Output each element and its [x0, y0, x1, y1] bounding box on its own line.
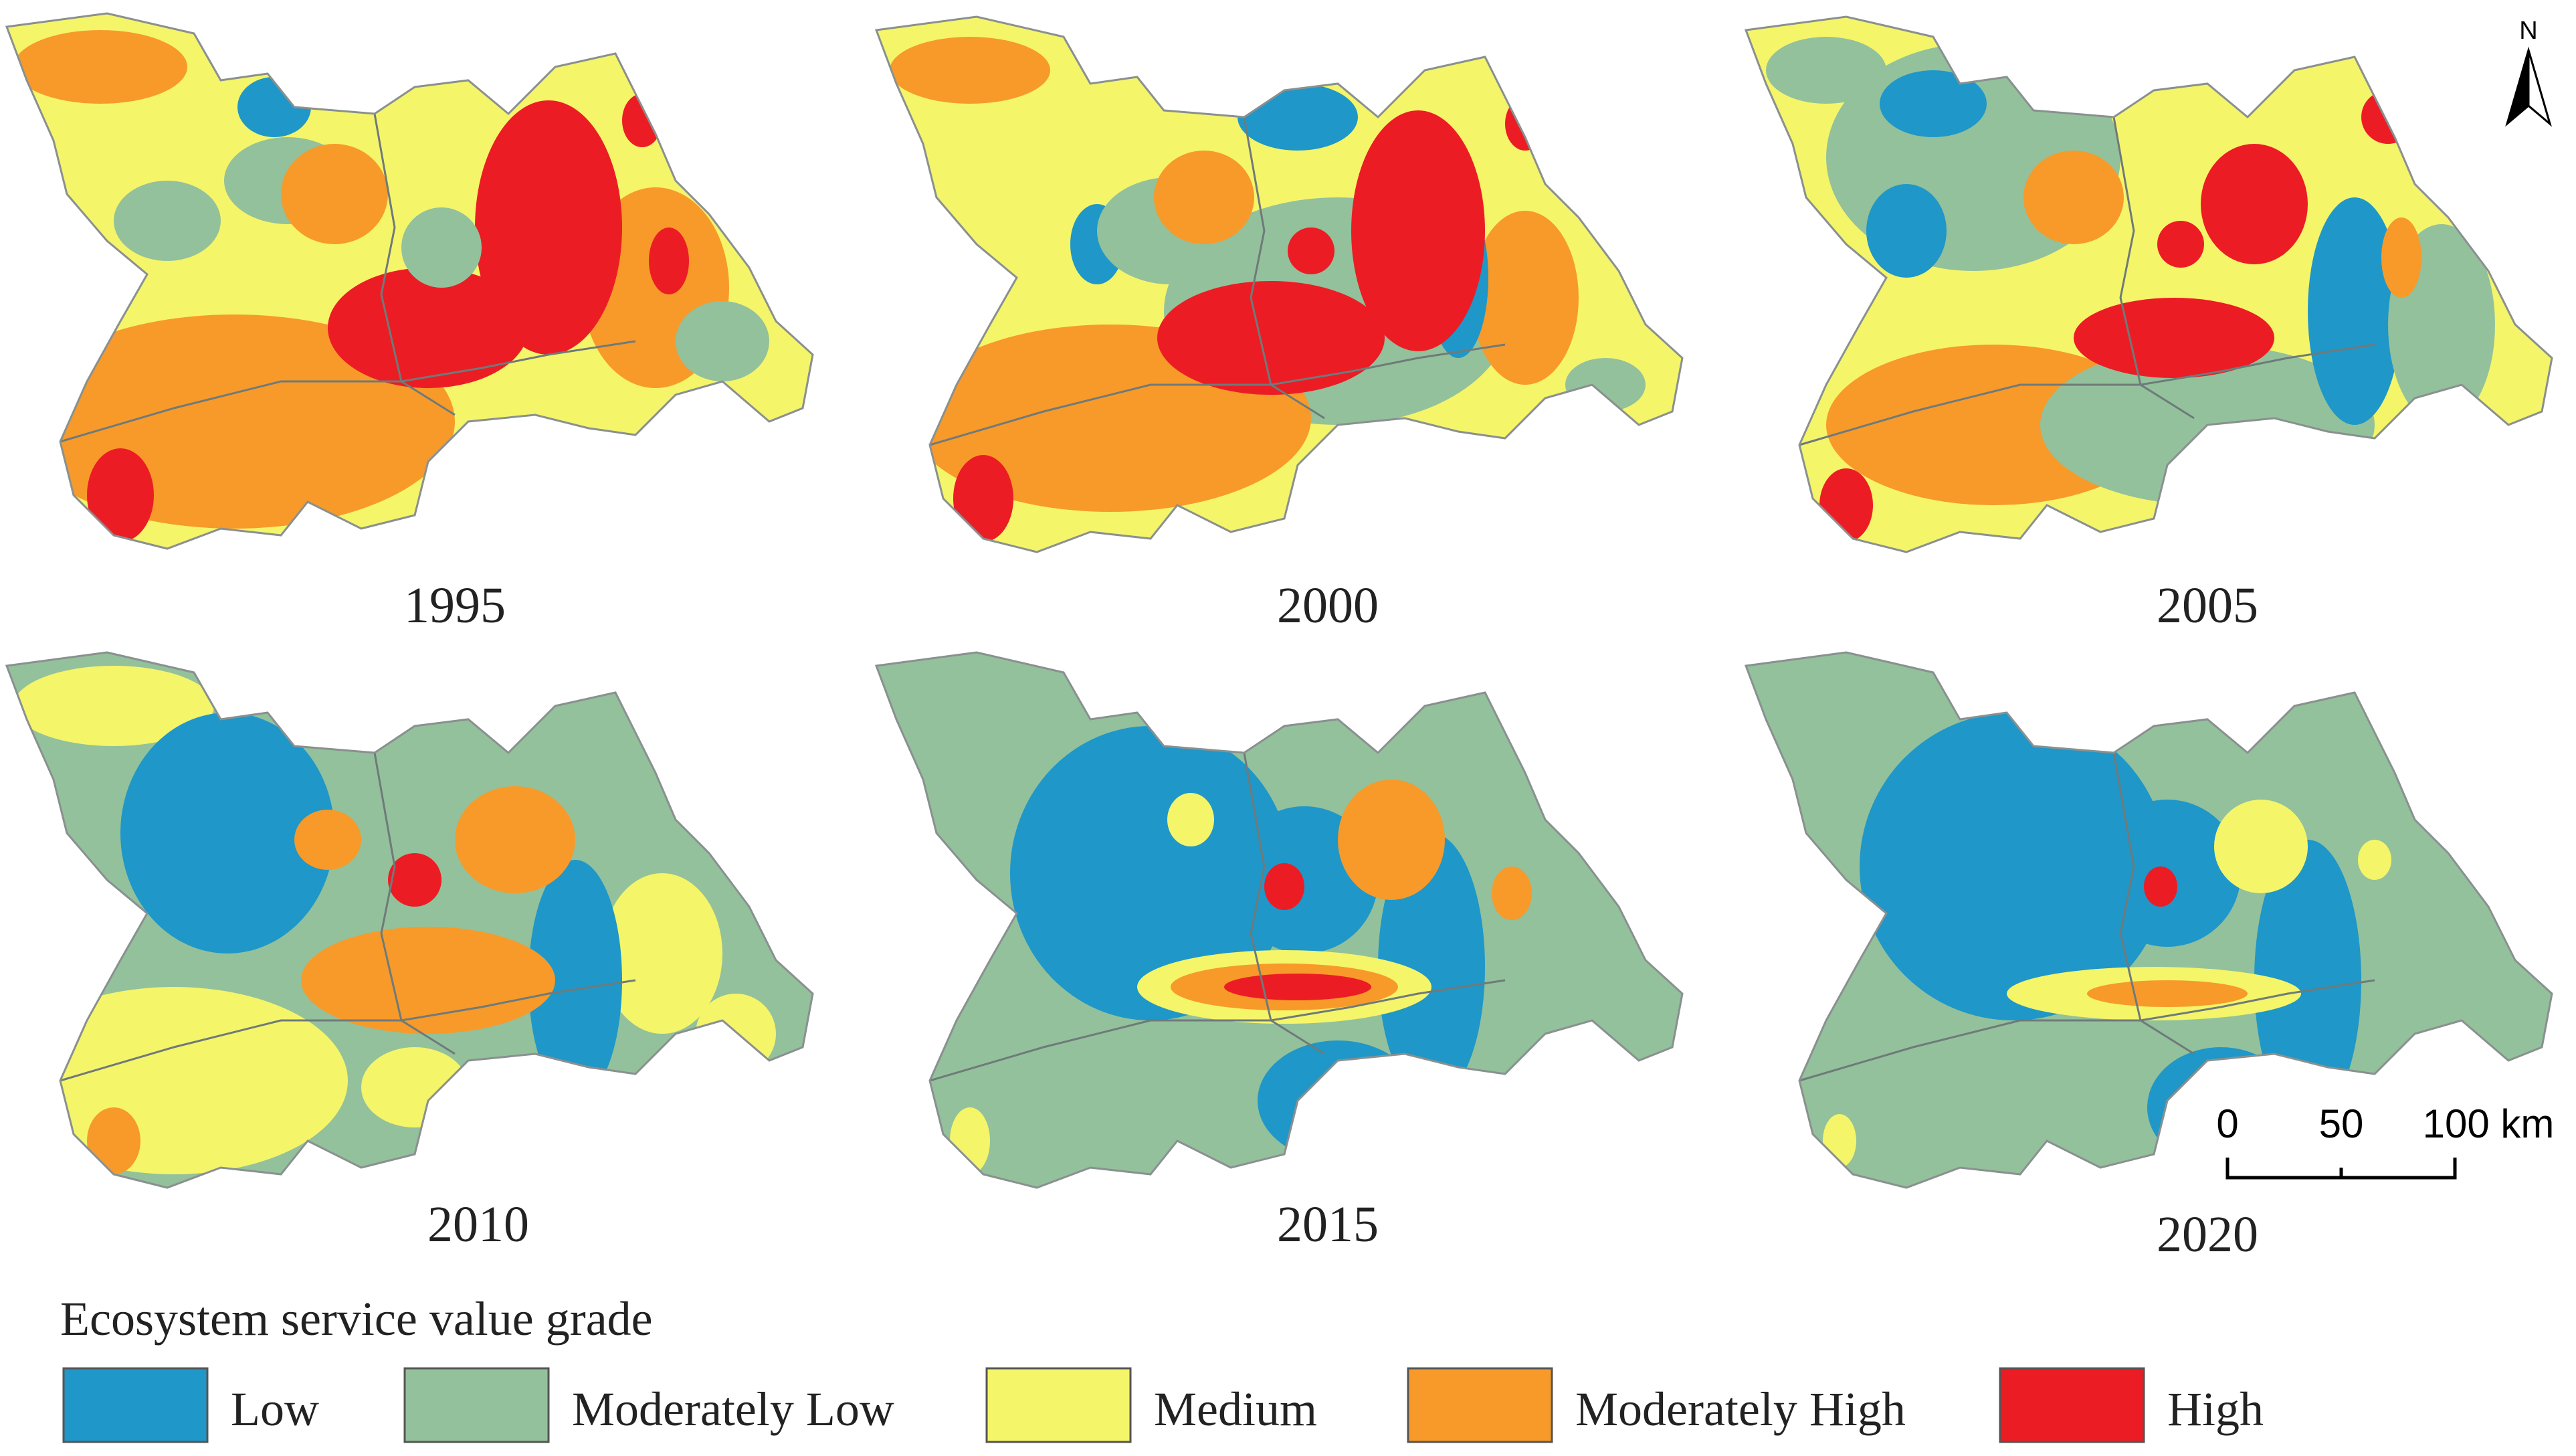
- legend-label-high: High: [2167, 1382, 2264, 1436]
- map-panel-2010: [5, 651, 814, 1189]
- legend-swatch-low: [62, 1367, 209, 1443]
- year-label-2010: 2010: [427, 1196, 529, 1253]
- map-panel-2005: [1745, 15, 2553, 553]
- legend-item-low: Low: [62, 1367, 319, 1443]
- legend-item-high: High: [1999, 1367, 2264, 1443]
- legend-label-moderately-low: Moderately Low: [572, 1382, 894, 1436]
- legend-swatch-moderately-low: [403, 1367, 550, 1443]
- scale-tick-100: 100 km: [2423, 1101, 2555, 1146]
- year-label-2000: 2000: [1277, 577, 1379, 634]
- legend-label-moderately-high: Moderately High: [1575, 1382, 1906, 1436]
- year-label-2005: 2005: [2157, 577, 2258, 634]
- map-panel-2015: [875, 651, 1684, 1189]
- legend-item-moderately-high: Moderately High: [1407, 1367, 1906, 1443]
- year-label-1995: 1995: [404, 577, 506, 634]
- scale-tick-50: 50: [2319, 1101, 2364, 1146]
- legend-title: Ecosystem service value grade: [60, 1292, 653, 1346]
- legend-label-low: Low: [231, 1382, 319, 1436]
- legend-item-moderately-low: Moderately Low: [403, 1367, 894, 1443]
- map-panel-1995: [5, 12, 814, 550]
- legend: Ecosystem service value grade Low Modera…: [60, 1292, 2264, 1443]
- legend-item-medium: Medium: [985, 1367, 1317, 1443]
- legend-swatch-high: [1999, 1367, 2145, 1443]
- scale-bar: 0 50 100 km: [2216, 1101, 2555, 1180]
- map-panel-2000: [875, 15, 1684, 553]
- north-label: N: [2519, 17, 2537, 45]
- year-label-2015: 2015: [1277, 1196, 1379, 1253]
- year-label-2020: 2020: [2157, 1206, 2258, 1263]
- legend-label-medium: Medium: [1154, 1382, 1317, 1436]
- north-arrow: N: [2505, 17, 2552, 127]
- scale-tick-0: 0: [2216, 1101, 2238, 1146]
- legend-swatch-moderately-high: [1407, 1367, 1553, 1443]
- legend-swatch-medium: [985, 1367, 1132, 1443]
